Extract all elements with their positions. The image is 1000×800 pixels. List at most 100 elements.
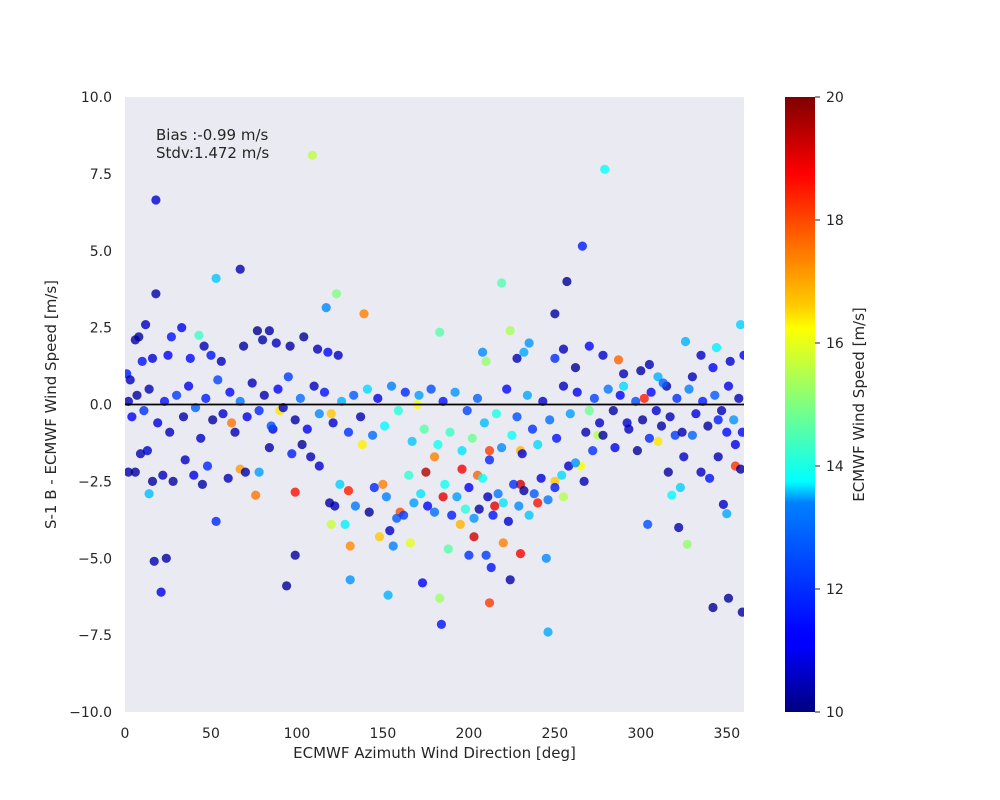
- data-point: [484, 598, 495, 608]
- data-point: [306, 452, 316, 462]
- data-point: [512, 412, 522, 422]
- data-point: [481, 356, 491, 366]
- data-point: [558, 344, 569, 354]
- data-point: [457, 446, 467, 456]
- data-point: [708, 363, 718, 373]
- data-point: [328, 418, 338, 428]
- data-point: [414, 390, 424, 400]
- data-point: [213, 375, 223, 385]
- data-point: [211, 273, 221, 283]
- data-point: [643, 519, 653, 530]
- data-point: [460, 504, 471, 514]
- x-tick-label: 350: [713, 726, 740, 742]
- data-point: [469, 532, 479, 542]
- data-point: [264, 326, 274, 336]
- data-point: [436, 619, 446, 630]
- data-point: [710, 390, 720, 400]
- data-point: [505, 575, 515, 585]
- data-point: [579, 476, 589, 486]
- data-point: [380, 421, 390, 431]
- x-tick-label: 100: [284, 726, 311, 742]
- data-point: [407, 436, 417, 446]
- data-point: [737, 607, 744, 617]
- data-point: [230, 427, 240, 437]
- y-axis-label: S-1 B - ECMWF Wind Speed [m/s]: [42, 280, 60, 529]
- data-point: [656, 421, 667, 431]
- data-point: [722, 509, 732, 519]
- data-point: [356, 412, 366, 422]
- colorbar-tick-label: 14: [826, 459, 844, 475]
- data-point: [550, 482, 560, 493]
- data-point: [282, 581, 292, 591]
- data-point: [533, 439, 543, 450]
- data-point: [687, 430, 698, 440]
- scatter-points: [125, 150, 744, 637]
- data-point: [711, 343, 722, 353]
- data-point: [474, 504, 484, 514]
- data-point: [610, 443, 620, 453]
- data-point: [197, 479, 207, 489]
- data-point: [290, 487, 300, 497]
- data-point: [147, 353, 158, 363]
- data-point: [194, 330, 204, 340]
- data-point: [144, 384, 154, 394]
- data-point: [290, 550, 300, 560]
- data-point: [713, 452, 723, 462]
- colorbar-tick-label: 12: [826, 582, 844, 598]
- data-point: [405, 538, 415, 548]
- colorbar-tick-label: 20: [826, 90, 844, 106]
- data-point: [615, 390, 625, 400]
- data-point: [565, 409, 575, 419]
- data-point: [644, 433, 655, 443]
- data-point: [584, 341, 594, 351]
- data-point: [722, 427, 732, 437]
- data-point: [467, 433, 477, 443]
- data-point: [321, 303, 331, 313]
- data-point: [638, 415, 648, 425]
- x-tick-label: 50: [202, 726, 220, 742]
- data-point: [419, 424, 429, 434]
- data-point: [723, 381, 734, 391]
- data-point: [189, 470, 199, 480]
- data-point: [632, 446, 643, 456]
- data-point: [503, 516, 513, 527]
- data-point: [426, 384, 436, 394]
- data-point: [307, 150, 317, 160]
- data-point: [177, 323, 187, 333]
- data-point: [216, 356, 226, 366]
- data-point: [624, 424, 634, 434]
- data-point: [486, 562, 496, 573]
- data-point: [134, 332, 144, 342]
- data-point: [295, 393, 305, 403]
- data-point: [297, 439, 307, 450]
- data-point: [497, 443, 507, 453]
- data-point: [239, 341, 249, 351]
- data-point: [199, 341, 209, 351]
- data-point: [680, 336, 691, 347]
- data-point: [350, 501, 360, 511]
- data-point: [166, 332, 176, 342]
- y-tick-label: 5.0: [90, 244, 112, 260]
- data-point: [572, 387, 582, 397]
- data-point: [639, 393, 649, 403]
- data-point: [151, 289, 161, 299]
- colorbar-ticks: 10 12 14 16 18 20: [815, 90, 844, 721]
- data-point: [285, 341, 295, 351]
- data-point: [254, 406, 264, 416]
- data-point: [218, 409, 228, 419]
- data-point: [392, 513, 402, 523]
- data-point: [345, 575, 355, 585]
- y-axis-ticks: 10.0 7.5 5.0 2.5 0.0 −2.5 −5.0 −7.5 −10.0: [69, 90, 112, 721]
- x-tick-label: 250: [541, 726, 568, 742]
- data-point: [543, 495, 553, 505]
- data-point: [165, 427, 175, 437]
- data-point: [264, 443, 274, 453]
- data-point: [562, 276, 572, 287]
- data-point: [653, 372, 663, 382]
- data-point: [435, 593, 445, 603]
- data-point: [302, 424, 312, 434]
- data-point: [729, 415, 739, 425]
- data-point: [730, 439, 741, 450]
- data-point: [570, 458, 581, 468]
- data-point: [400, 387, 410, 397]
